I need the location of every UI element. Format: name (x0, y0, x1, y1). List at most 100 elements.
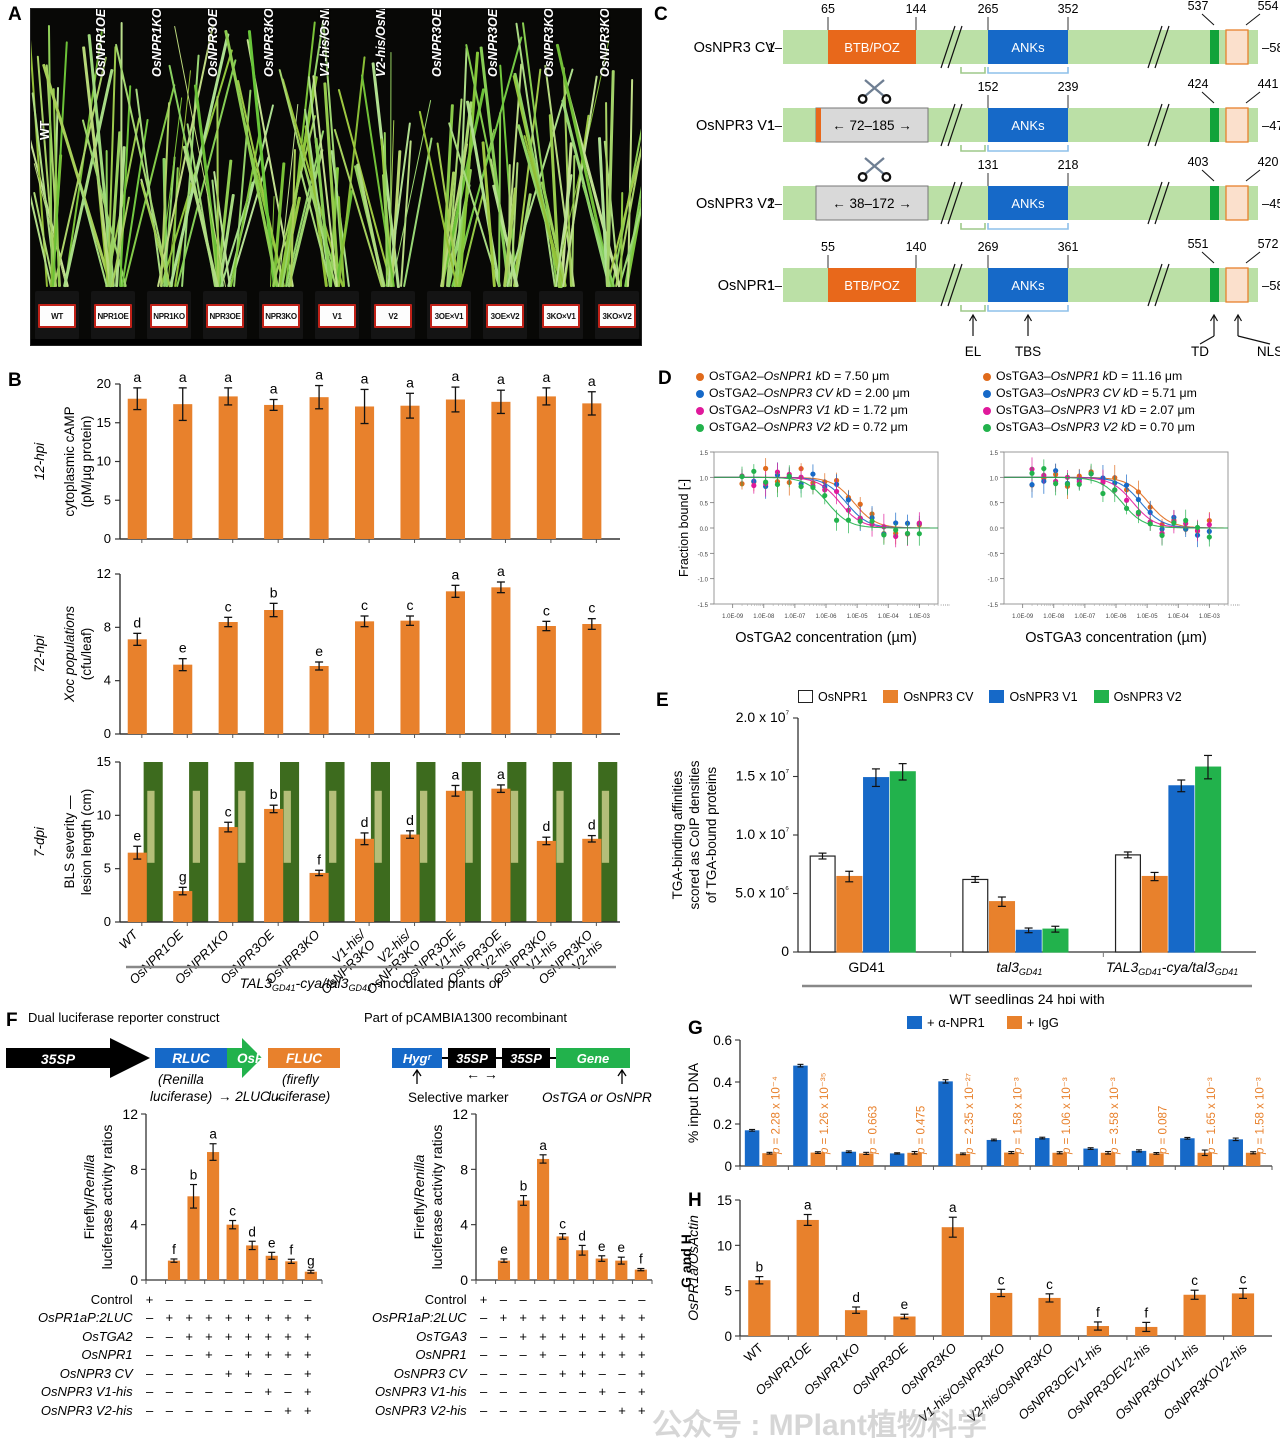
sign-cell: – (519, 1291, 527, 1307)
significance-letter: c (225, 598, 232, 614)
p-value-label: p = 1.26 x 10⁻³⁵ (819, 1072, 831, 1155)
svg-text:(Renilla: (Renilla (158, 1072, 204, 1087)
significance-letter: f (1096, 1305, 1100, 1320)
residue-number: 144 (906, 2, 927, 16)
data-point (845, 517, 851, 523)
sign-cell: + (618, 1310, 626, 1326)
bar (167, 1260, 181, 1280)
bar (127, 852, 147, 922)
svg-text:(firefly: (firefly (282, 1072, 320, 1087)
significance-letter: d (133, 614, 141, 630)
sign-cell: – (539, 1384, 547, 1400)
construct-box (448, 1048, 496, 1068)
td-domain (1210, 186, 1219, 220)
y-tick: 1.5 x 10⁷ (736, 767, 790, 784)
grass-blade (356, 163, 385, 288)
bar (264, 404, 284, 539)
data-point (1135, 496, 1141, 503)
panel-e-letter: E (656, 690, 669, 711)
sign-cell: + (264, 1384, 273, 1400)
significance-letter: g (307, 1253, 315, 1268)
sign-cell: + (638, 1328, 646, 1344)
svg-text:20: 20 (97, 376, 111, 391)
plant-genotype-label: V2-his/OsNPR3KO (374, 8, 388, 77)
residue-number: 55 (821, 240, 835, 254)
legend-color-dot (983, 389, 991, 398)
significance-letter: a (542, 369, 550, 385)
y-tick: 0 (130, 1272, 138, 1288)
bar (836, 875, 863, 953)
data-point (1064, 481, 1071, 487)
bar (127, 639, 147, 734)
sign-cell: – (499, 1402, 507, 1418)
ank-domain (988, 268, 1068, 302)
bar (246, 1245, 259, 1280)
pot-label: NPR1OE (94, 304, 132, 328)
data-point (857, 518, 863, 524)
data-point (798, 483, 804, 490)
significance-letter: c (225, 803, 232, 819)
svg-text:BTB/POZ: BTB/POZ (844, 40, 900, 55)
domain-annotation: TD (1191, 344, 1209, 359)
panel-a-letter: A (8, 4, 22, 25)
x-tick: 1.0E-06 (815, 614, 837, 620)
panel-b: B 0 5 10 15 20 a a a a a a a a a a a cytoplasmic cAMP (pM… (0, 362, 648, 1008)
legend-item: OsTGA3–OsNPR3 V2 kD = 0.70 μm (983, 419, 1197, 436)
td-domain (1210, 30, 1219, 64)
panel-h-letter: H (688, 1190, 702, 1211)
sign-cell: + (638, 1384, 646, 1400)
sign-cell: + (598, 1347, 607, 1363)
data-point (751, 482, 757, 489)
bar (218, 396, 238, 539)
selective-marker-label: Selective marker (408, 1090, 509, 1105)
sign-cell: + (185, 1328, 193, 1344)
bar (400, 620, 420, 734)
svg-text:15: 15 (97, 754, 111, 769)
protein-name: OsNPR3 CV (694, 40, 776, 56)
sign-cell: – (598, 1365, 606, 1381)
plant-pot: 3OE×V2 (483, 291, 527, 343)
nls-domain (1225, 267, 1249, 303)
svg-text:ANKs: ANKs (1011, 118, 1045, 133)
data-point (857, 501, 863, 507)
svg-text:BTB/POZ: BTB/POZ (844, 278, 900, 293)
tbs-bracket (987, 67, 1069, 74)
btb-poz-domain (828, 30, 916, 64)
plant-genotype-label: OsNPR3OE V2-his (486, 8, 500, 77)
bar (634, 1269, 647, 1280)
sign-cell: + (578, 1328, 587, 1344)
x-tick: 1.0E-08 (1043, 614, 1065, 620)
ospr1a-expression-chart: 051015bWTaOsNPR1OEdOsNPR1KOeOsNPR3OEaOsN… (685, 1193, 1272, 1425)
x-tick: 1.0E-03 (909, 614, 931, 620)
sign-cell: – (145, 1384, 154, 1400)
sign-cell: – (205, 1384, 213, 1400)
domain-annotation: TBS (1015, 344, 1041, 359)
timepoint-label: 7-dpi (32, 826, 47, 857)
bar-igg (858, 1153, 874, 1166)
sign-cell: – (618, 1365, 626, 1381)
bar (445, 591, 465, 734)
plant-genotype-label: OsNPR1OE (94, 8, 108, 77)
bar (285, 1261, 298, 1280)
significance-letter: e (133, 827, 141, 843)
table-row: OsNPR3 CV – – – – + + – – + (0, 1364, 672, 1383)
bar-npr1 (986, 1139, 1002, 1166)
svg-text:ANKs: ANKs (1011, 40, 1045, 55)
plant-genotype-label: OsNPR3OE (206, 8, 220, 77)
sign-cell: – (185, 1402, 193, 1418)
bar (1141, 875, 1168, 953)
y-tick: 10 (717, 1238, 732, 1253)
sign-cell: – (499, 1347, 507, 1363)
significance-letter: b (756, 1260, 764, 1275)
x-tick-label: V1-his/OsNPR3KO (916, 1340, 1008, 1425)
legend-item: OsTGA3–OsNPR3 V1 kD = 2.07 μm (983, 402, 1197, 419)
plant-pot: WT (35, 291, 79, 343)
sign-cell: + (638, 1347, 646, 1363)
svg-text:5: 5 (104, 492, 111, 507)
bar-igg (1052, 1152, 1067, 1166)
spacer (652, 1383, 672, 1402)
residue-number: 152 (978, 80, 999, 94)
y-axis-label: % input DNA (685, 1062, 701, 1143)
sign-cell: + (638, 1310, 646, 1326)
pot-label: NPR1KO (150, 304, 188, 328)
